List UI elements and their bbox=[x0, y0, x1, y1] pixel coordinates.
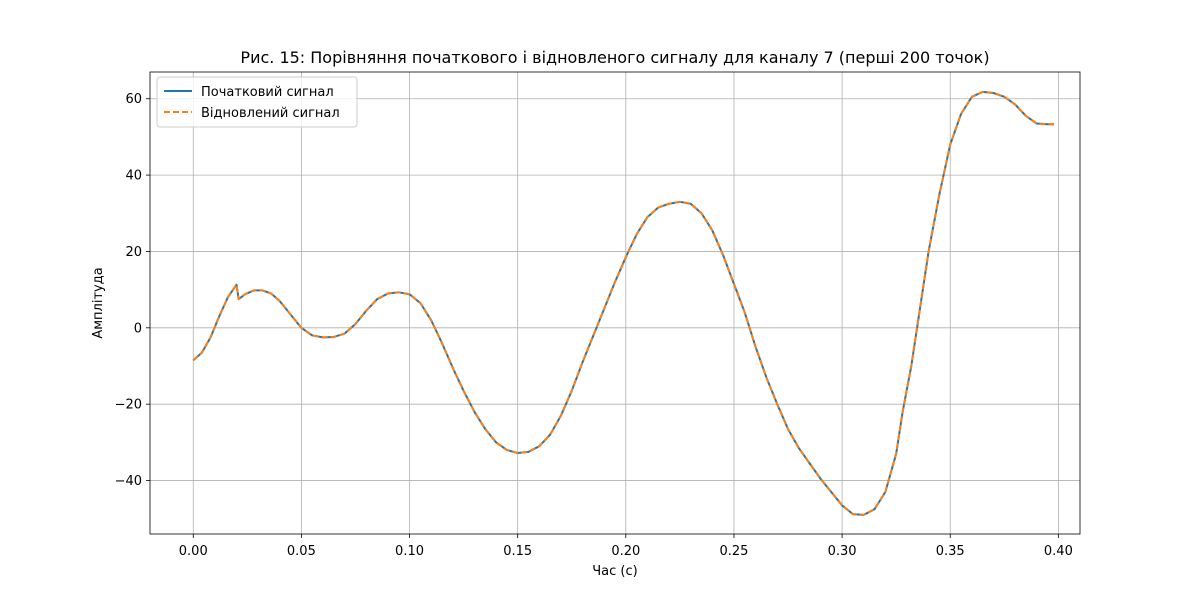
y-tick-label: 40 bbox=[125, 169, 142, 184]
x-tick-label: 0.35 bbox=[936, 544, 965, 559]
y-tick-label: 0 bbox=[134, 321, 142, 336]
x-tick-label: 0.40 bbox=[1044, 544, 1073, 559]
x-tick-label: 0.05 bbox=[287, 544, 316, 559]
series-line-restored bbox=[192, 90, 1055, 516]
x-tick-label: 0.25 bbox=[719, 544, 748, 559]
x-axis-label: Час (с) bbox=[592, 564, 637, 579]
legend: Початковий сигнал Відновлений сигнал bbox=[156, 76, 358, 128]
legend-box bbox=[156, 76, 358, 128]
plot-area bbox=[149, 71, 1081, 535]
legend-label-initial: Початковий сигнал bbox=[201, 85, 334, 100]
x-tick-label: 0.15 bbox=[503, 544, 532, 559]
y-tick-label: −20 bbox=[115, 398, 142, 413]
y-tick-label: 20 bbox=[125, 245, 142, 260]
y-gridlines bbox=[150, 98, 1080, 481]
x-tick-label: 0.20 bbox=[611, 544, 640, 559]
x-tick-label: 0.00 bbox=[179, 544, 208, 559]
legend-label-restored: Відновлений сигнал bbox=[201, 106, 340, 121]
y-tick-label: −40 bbox=[115, 474, 142, 489]
chart-title: Рис. 15: Порівняння початкового і віднов… bbox=[240, 48, 989, 67]
y-axis-label: Амплітуда bbox=[91, 267, 106, 338]
y-tick-label: 60 bbox=[125, 92, 142, 107]
x-tick-label: 0.30 bbox=[828, 544, 857, 559]
plot-frame bbox=[149, 71, 1081, 535]
y-axis-ticks: −40 −20 0 20 40 60 bbox=[115, 92, 150, 489]
x-tick-label: 0.10 bbox=[395, 544, 424, 559]
series-layer bbox=[192, 90, 1055, 516]
x-axis-ticks: 0.00 0.05 0.10 0.15 0.20 0.25 0.30 0.35 0.40 bbox=[179, 534, 1073, 559]
plot-background bbox=[150, 72, 1080, 534]
